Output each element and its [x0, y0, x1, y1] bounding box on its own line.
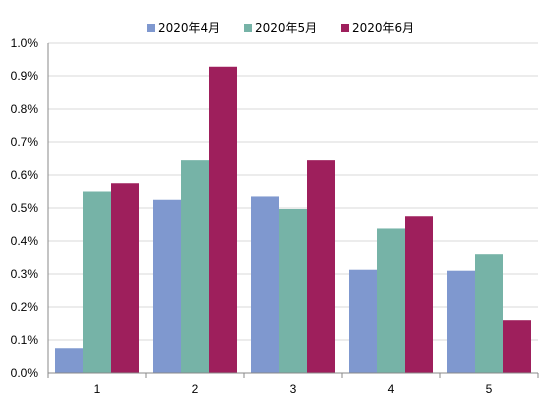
y-tick-label: 0.0%: [11, 366, 39, 380]
bar: [55, 348, 83, 373]
y-axis-ticks: 0.0% 0.1% 0.2% 0.3% 0.4% 0.5% 0.6% 0.7% 0.8% 0.9%…: [11, 36, 39, 380]
x-tick-label: 2: [192, 382, 199, 396]
legend-label: 2020年4月: [158, 21, 220, 35]
y-tick-label: 0.6%: [11, 168, 39, 182]
bars: [55, 66, 531, 373]
bar: [251, 196, 279, 373]
legend-swatch: [244, 24, 252, 32]
y-tick-label: 0.5%: [11, 201, 39, 215]
bar: [447, 270, 475, 373]
y-tick-label: 0.3%: [11, 267, 39, 281]
bar: [377, 228, 405, 373]
bar: [111, 183, 139, 373]
bar: [83, 191, 111, 373]
x-tick-label: 1: [94, 382, 101, 396]
y-tick-label: 0.7%: [11, 135, 39, 149]
bar: [405, 216, 433, 373]
x-tick-label: 5: [486, 382, 493, 396]
y-tick-label: 0.2%: [11, 300, 39, 314]
legend-label: 2020年5月: [255, 21, 317, 35]
y-tick-label: 0.9%: [11, 69, 39, 83]
bar: [181, 160, 209, 373]
x-tick-label: 4: [388, 382, 395, 396]
bar: [279, 208, 307, 373]
x-axis-ticks: 1 2 3 4 5: [94, 382, 493, 396]
bar: [349, 269, 377, 373]
bar: [503, 320, 531, 373]
legend: 2020年4月 2020年5月 2020年6月: [147, 21, 414, 35]
bar: [307, 160, 335, 373]
x-tick-label: 3: [290, 382, 297, 396]
y-tick-label: 1.0%: [11, 36, 39, 50]
y-tick-label: 0.4%: [11, 234, 39, 248]
legend-swatch: [341, 24, 349, 32]
axes: [47, 43, 539, 378]
y-tick-label: 0.1%: [11, 333, 39, 347]
bar: [475, 254, 503, 373]
bar: [209, 66, 237, 373]
legend-label: 2020年6月: [352, 21, 414, 35]
bar: [153, 199, 181, 373]
y-tick-label: 0.8%: [11, 102, 39, 116]
legend-swatch: [147, 24, 155, 32]
